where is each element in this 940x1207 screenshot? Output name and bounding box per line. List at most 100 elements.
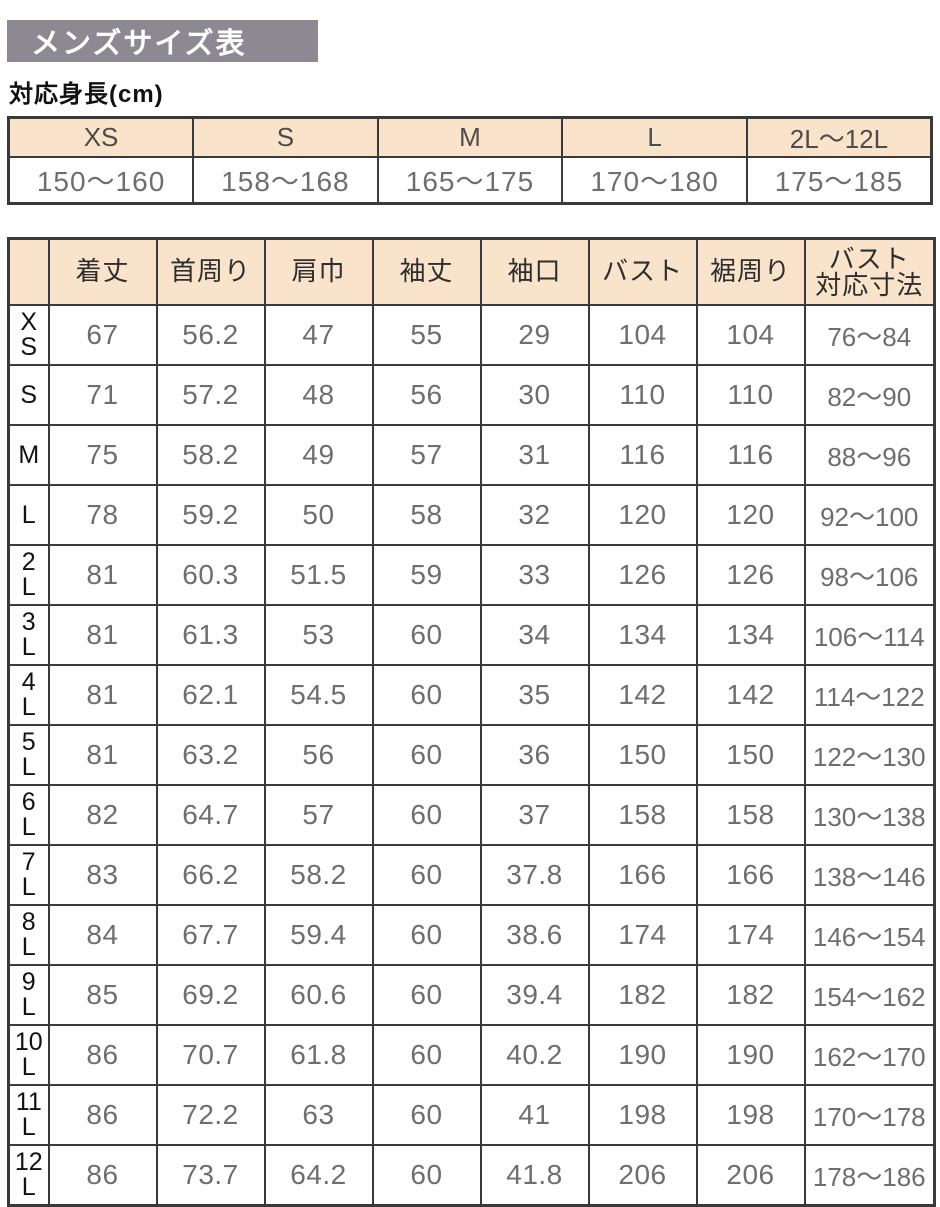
size-row: M 75 58.2 49 57 31 116 116 88～96 (7, 424, 936, 486)
measurement-cell: 142 (695, 664, 806, 726)
measurement-cell: 174 (695, 904, 806, 966)
measurement-cell: 56 (263, 724, 374, 786)
height-table-header-row: XS S M L 2L～12L (7, 116, 933, 158)
measurement-cell: 60 (371, 1024, 482, 1086)
measurement-cell: 70.7 (155, 1024, 266, 1086)
size-row: 2 L 81 60.3 51.5 59 33 126 126 98～106 (7, 544, 936, 606)
measurement-cell: 86 (47, 1024, 158, 1086)
height-range-cell: 170～180 (561, 156, 748, 205)
height-range-cell: 150～160 (7, 156, 195, 205)
measurement-header: バスト 対応寸法 (803, 237, 936, 306)
measurement-cell: 84 (47, 904, 158, 966)
row-size-label: 10 L (7, 1024, 50, 1086)
height-size-header: M (376, 116, 564, 158)
measurement-cell: 30 (479, 364, 590, 426)
measurement-header: 首周り (155, 237, 266, 306)
size-row: 12 L 86 73.7 64.2 60 41.8 206 206 178～186 (7, 1144, 936, 1207)
measurement-cell: 83 (47, 844, 158, 906)
measurement-cell: 51.5 (263, 544, 374, 606)
height-range-cell: 165～175 (376, 156, 564, 205)
measurement-cell: 198 (695, 1084, 806, 1146)
measurement-cell: 60 (371, 1144, 482, 1207)
measurement-cell: 58.2 (263, 844, 374, 906)
measurement-cell: 60 (371, 964, 482, 1026)
measurement-cell: 56.2 (155, 304, 266, 366)
measurement-cell: 82 (47, 784, 158, 846)
measurement-cell: 55 (371, 304, 482, 366)
size-row: 11 L 86 72.2 63 60 41 198 198 170～178 (7, 1084, 936, 1146)
measurement-cell: 134 (695, 604, 806, 666)
measurement-cell: 41 (479, 1084, 590, 1146)
measurement-cell: 134 (587, 604, 698, 666)
measurement-cell: 146～154 (803, 904, 936, 966)
row-size-label: 12 L (7, 1144, 50, 1207)
measurement-cell: 63 (263, 1084, 374, 1146)
measurement-cell: 138～146 (803, 844, 936, 906)
measurement-cell: 50 (263, 484, 374, 546)
page-title: メンズサイズ表 (31, 28, 247, 60)
measurement-cell: 41.8 (479, 1144, 590, 1207)
measurement-cell: 106～114 (803, 604, 936, 666)
measurement-cell: 63.2 (155, 724, 266, 786)
measurement-cell: 60 (371, 664, 482, 726)
measurement-cell: 116 (587, 424, 698, 486)
size-row: 5 L 81 63.2 56 60 36 150 150 122～130 (7, 724, 936, 786)
size-row: 4 L 81 62.1 54.5 60 35 142 142 114～122 (7, 664, 936, 726)
measurement-cell: 126 (695, 544, 806, 606)
row-size-label: 11 L (7, 1084, 50, 1146)
measurement-cell: 158 (695, 784, 806, 846)
measurement-cell: 57.2 (155, 364, 266, 426)
size-row: S 71 57.2 48 56 30 110 110 82～90 (7, 364, 936, 426)
size-row: 7 L 83 66.2 58.2 60 37.8 166 166 138～146 (7, 844, 936, 906)
measurement-cell: 116 (695, 424, 806, 486)
measurement-cell: 120 (587, 484, 698, 546)
measurement-cell: 166 (695, 844, 806, 906)
height-section-label: 対応身長(cm) (9, 81, 164, 108)
height-range-cell: 158～168 (192, 156, 379, 205)
measurement-cell: 59.2 (155, 484, 266, 546)
measurement-header: 袖丈 (371, 237, 482, 306)
measurement-cell: 170～178 (803, 1084, 936, 1146)
measurement-cell: 39.4 (479, 964, 590, 1026)
measurement-cell: 62.1 (155, 664, 266, 726)
measurement-cell: 86 (47, 1084, 158, 1146)
measurement-cell: 114～122 (803, 664, 936, 726)
measurement-header: 肩巾 (263, 237, 374, 306)
measurement-cell: 98～106 (803, 544, 936, 606)
row-size-label: L (7, 484, 50, 546)
measurement-cell: 60.3 (155, 544, 266, 606)
measurement-cell: 76～84 (803, 304, 936, 366)
measurement-cell: 120 (695, 484, 806, 546)
measurement-cell: 190 (695, 1024, 806, 1086)
measurement-cell: 36 (479, 724, 590, 786)
measurement-header: 袖口 (479, 237, 590, 306)
measurement-cell: 59.4 (263, 904, 374, 966)
measurement-cell: 32 (479, 484, 590, 546)
measurement-cell: 78 (47, 484, 158, 546)
measurement-cell: 150 (695, 724, 806, 786)
height-size-header: XS (7, 116, 195, 158)
measurement-header: 着丈 (47, 237, 158, 306)
measurement-cell: 206 (587, 1144, 698, 1207)
measurement-cell: 85 (47, 964, 158, 1026)
measurement-cell: 33 (479, 544, 590, 606)
measurement-cell: 150 (587, 724, 698, 786)
row-size-label: S (7, 364, 50, 426)
size-table-header-row: 着丈 首周り 肩巾 袖丈 袖口 バスト 裾周り バスト 対応寸法 (7, 237, 936, 306)
measurement-cell: 82～90 (803, 364, 936, 426)
measurement-cell: 122～130 (803, 724, 936, 786)
measurement-cell: 57 (371, 424, 482, 486)
measurement-cell: 182 (587, 964, 698, 1026)
measurement-cell: 60 (371, 904, 482, 966)
size-row: L 78 59.2 50 58 32 120 120 92～100 (7, 484, 936, 546)
measurement-cell: 60 (371, 1084, 482, 1146)
measurement-cell: 61.8 (263, 1024, 374, 1086)
mens-size-table: 着丈 首周り 肩巾 袖丈 袖口 バスト 裾周り バスト 対応寸法 X S 67 56.2 47 55 29 1… (7, 237, 936, 1207)
measurement-cell: 86 (47, 1144, 158, 1207)
corner-cell (7, 237, 50, 306)
